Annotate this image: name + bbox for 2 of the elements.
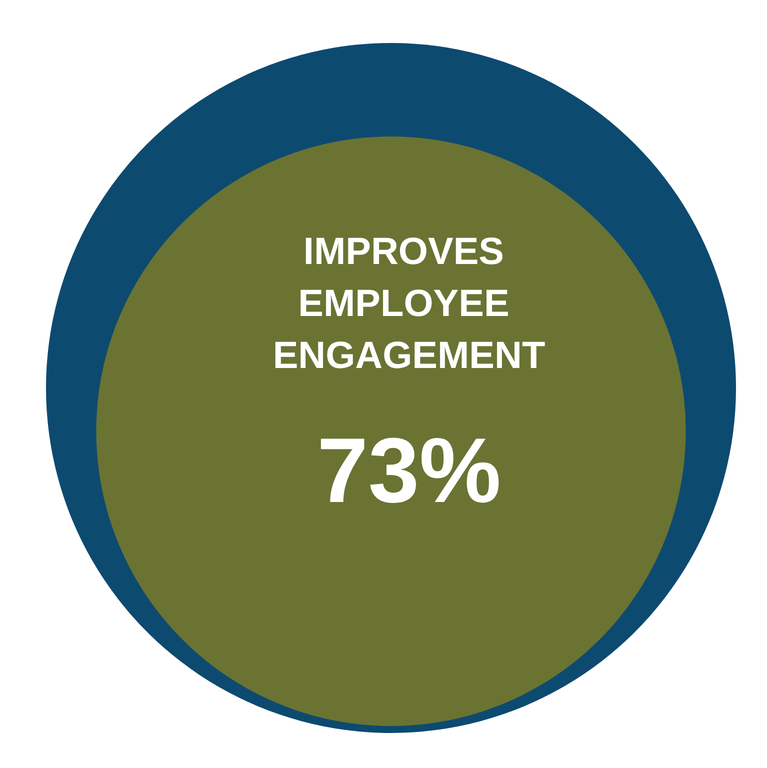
category-label: IMPROVES EMPLOYEE ENGAGEMENT — [272, 231, 546, 378]
data-label: 73% — [316, 420, 502, 522]
